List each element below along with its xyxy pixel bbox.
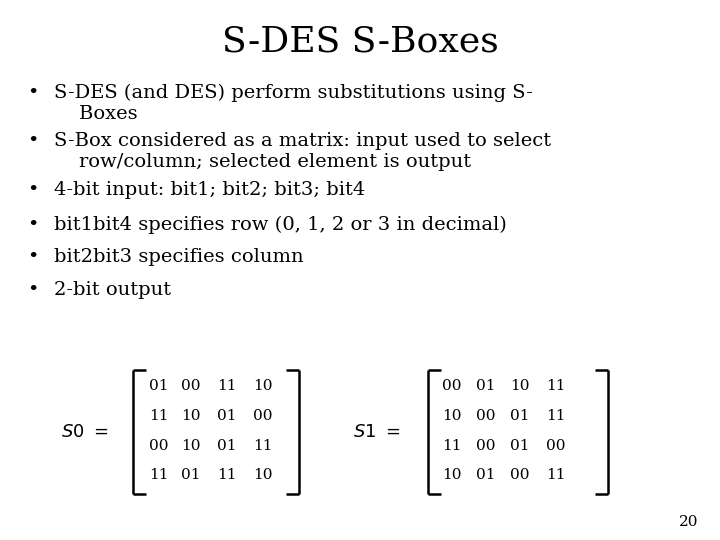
Text: 00: 00 [476, 409, 496, 423]
Text: bit1bit4 specifies row (0, 1, 2 or 3 in decimal): bit1bit4 specifies row (0, 1, 2 or 3 in … [54, 216, 507, 234]
Text: 01: 01 [148, 379, 168, 393]
Text: bit2bit3 specifies column: bit2bit3 specifies column [54, 248, 304, 266]
Text: 20: 20 [679, 515, 698, 529]
Text: S-Box considered as a matrix: input used to select
    row/column; selected elem: S-Box considered as a matrix: input used… [54, 132, 551, 171]
Text: 10: 10 [442, 409, 462, 423]
Text: 10: 10 [253, 468, 273, 482]
Text: 10: 10 [253, 379, 273, 393]
Text: $S1\ =$: $S1\ =$ [353, 423, 400, 441]
Text: 11: 11 [217, 468, 237, 482]
Text: 01: 01 [476, 468, 496, 482]
Text: 00: 00 [253, 409, 273, 423]
Text: 11: 11 [217, 379, 237, 393]
Text: 11: 11 [546, 468, 566, 482]
Text: •: • [27, 132, 39, 150]
Text: 10: 10 [181, 438, 201, 453]
Text: •: • [27, 84, 39, 102]
Text: 00: 00 [510, 468, 530, 482]
Text: 00: 00 [546, 438, 566, 453]
Text: 11: 11 [546, 379, 566, 393]
Text: 01: 01 [217, 409, 237, 423]
Text: 11: 11 [148, 409, 168, 423]
Text: 11: 11 [148, 468, 168, 482]
Text: 00: 00 [148, 438, 168, 453]
Text: 2-bit output: 2-bit output [54, 281, 171, 299]
Text: 11: 11 [253, 438, 273, 453]
Text: •: • [27, 181, 39, 199]
Text: 01: 01 [217, 438, 237, 453]
Text: 11: 11 [546, 409, 566, 423]
Text: $S0\ =$: $S0\ =$ [61, 423, 109, 441]
Text: 01: 01 [510, 438, 530, 453]
Text: 00: 00 [181, 379, 201, 393]
Text: S-DES S-Boxes: S-DES S-Boxes [222, 24, 498, 58]
Text: 4-bit input: bit1; bit2; bit3; bit4: 4-bit input: bit1; bit2; bit3; bit4 [54, 181, 365, 199]
Text: •: • [27, 248, 39, 266]
Text: 11: 11 [442, 438, 462, 453]
Text: 01: 01 [510, 409, 530, 423]
Text: 00: 00 [442, 379, 462, 393]
Text: S-DES (and DES) perform substitutions using S-
    Boxes: S-DES (and DES) perform substitutions us… [54, 84, 533, 123]
Text: 01: 01 [181, 468, 201, 482]
Text: 01: 01 [476, 379, 496, 393]
Text: 10: 10 [181, 409, 201, 423]
Text: 00: 00 [476, 438, 496, 453]
Text: •: • [27, 216, 39, 234]
Text: 10: 10 [442, 468, 462, 482]
Text: •: • [27, 281, 39, 299]
Text: 10: 10 [510, 379, 530, 393]
